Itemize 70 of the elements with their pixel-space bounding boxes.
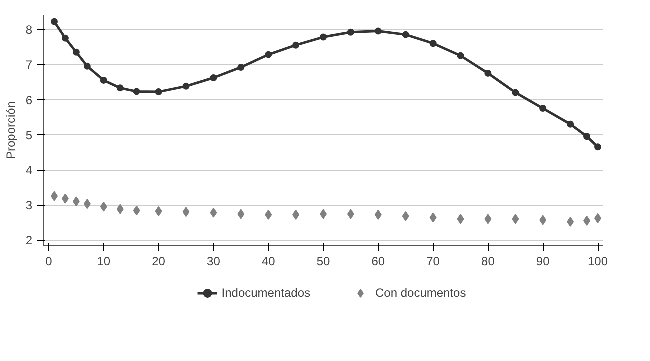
point [430, 212, 437, 223]
y-tick-label: 4 [26, 164, 33, 178]
point [292, 42, 300, 49]
point [457, 214, 464, 224]
x-tick-label: 10 [97, 254, 111, 268]
point [100, 76, 108, 84]
point [484, 70, 492, 77]
point [567, 216, 574, 227]
point [210, 208, 218, 218]
point [50, 18, 58, 26]
point [116, 204, 124, 214]
x-tick-label: 40 [262, 254, 276, 268]
x-tick-label: 20 [152, 254, 166, 268]
point [116, 84, 124, 92]
point [182, 207, 190, 218]
point [62, 194, 69, 204]
point [155, 206, 162, 216]
point [238, 64, 245, 71]
point [594, 213, 602, 224]
point [155, 88, 162, 96]
point [402, 211, 410, 222]
point [584, 133, 591, 140]
point [72, 196, 80, 207]
point [50, 191, 58, 202]
x-tick-label: 50 [316, 254, 330, 268]
point [84, 199, 91, 210]
point [84, 62, 91, 70]
y-axis-title: Proporción [4, 101, 18, 160]
point [182, 82, 190, 90]
point [540, 215, 547, 226]
x-tick-label: 80 [482, 254, 496, 268]
x-tick-label: 90 [536, 254, 550, 268]
y-tick-label: 5 [26, 128, 33, 142]
x-tick-label: 100 [588, 254, 608, 268]
point [62, 34, 69, 42]
point [457, 52, 464, 60]
point [292, 210, 300, 220]
x-tick-label: 0 [46, 254, 53, 268]
point [238, 209, 245, 220]
y-tick-label: 7 [26, 58, 33, 72]
point [594, 144, 602, 151]
point [540, 105, 547, 112]
y-tick-label: 3 [26, 198, 33, 213]
legend-label: Con documentos [376, 286, 466, 300]
point [430, 40, 437, 48]
point [133, 88, 140, 96]
point [512, 214, 520, 224]
y-tick-label: 6 [26, 93, 33, 108]
point [347, 28, 354, 36]
x-tick-label: 70 [426, 254, 440, 268]
point [265, 210, 272, 220]
point [265, 51, 272, 58]
point [210, 74, 218, 82]
point [512, 89, 520, 96]
y-tick-label: 8 [26, 23, 33, 38]
y-tick-label: 2 [26, 234, 33, 248]
point [484, 214, 492, 224]
x-tick-label: 30 [207, 254, 221, 268]
point [567, 120, 574, 128]
point [347, 209, 354, 220]
point [72, 48, 80, 56]
legend-label: Indocumentados [222, 286, 310, 300]
point [100, 202, 108, 212]
point [402, 31, 410, 38]
point [374, 28, 382, 35]
x-tick-label: 60 [372, 254, 386, 268]
point [320, 34, 327, 41]
point [374, 210, 382, 220]
point [133, 206, 140, 216]
point [584, 216, 591, 226]
